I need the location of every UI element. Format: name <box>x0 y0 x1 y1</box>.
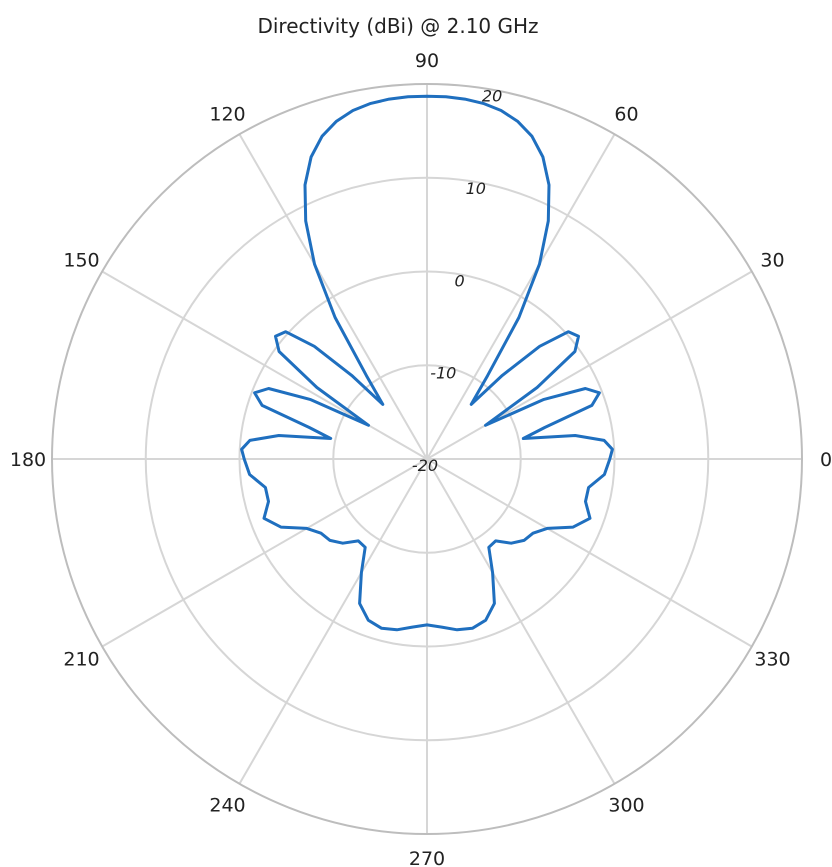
angle-tick-label-150: 150 <box>63 250 99 272</box>
angle-tick-label-180: 180 <box>10 449 46 471</box>
angle-tick-label-120: 120 <box>209 104 245 126</box>
radial-tick-label--10: -10 <box>430 364 456 383</box>
polar-grid <box>51 83 803 835</box>
angle-tick-label-270: 270 <box>409 848 445 867</box>
angle-tick-label-30: 30 <box>760 250 784 272</box>
axis-label-layer: 0 30 60 90 120 150 180 210 240 270 300 330 -20 -10 0 10… <box>10 50 832 867</box>
directivity-trace-layer <box>240 94 614 632</box>
chart-title: Directivity (dBi) @ 2.10 GHz <box>257 14 538 38</box>
radial-ring-0 <box>238 270 616 648</box>
radial-ring-20 <box>51 83 803 835</box>
angle-tick-label-90: 90 <box>415 50 439 72</box>
angle-tick-label-300: 300 <box>608 795 644 817</box>
directivity-series-line-0 <box>240 94 614 632</box>
angle-tick-label-210: 210 <box>63 649 99 671</box>
radial-ring--10 <box>332 364 522 554</box>
radial-tick-label-10: 10 <box>466 179 486 198</box>
angle-tick-label-240: 240 <box>209 795 245 817</box>
radial-ring-10 <box>144 176 710 742</box>
radial-tick-label--20: -20 <box>412 456 438 475</box>
angle-tick-label-60: 60 <box>614 104 638 126</box>
angle-tick-label-330: 330 <box>754 649 790 671</box>
angle-tick-label-0: 0 <box>820 449 832 471</box>
radial-tick-label-0: 0 <box>455 271 465 290</box>
radial-tick-label-20: 20 <box>482 87 502 106</box>
